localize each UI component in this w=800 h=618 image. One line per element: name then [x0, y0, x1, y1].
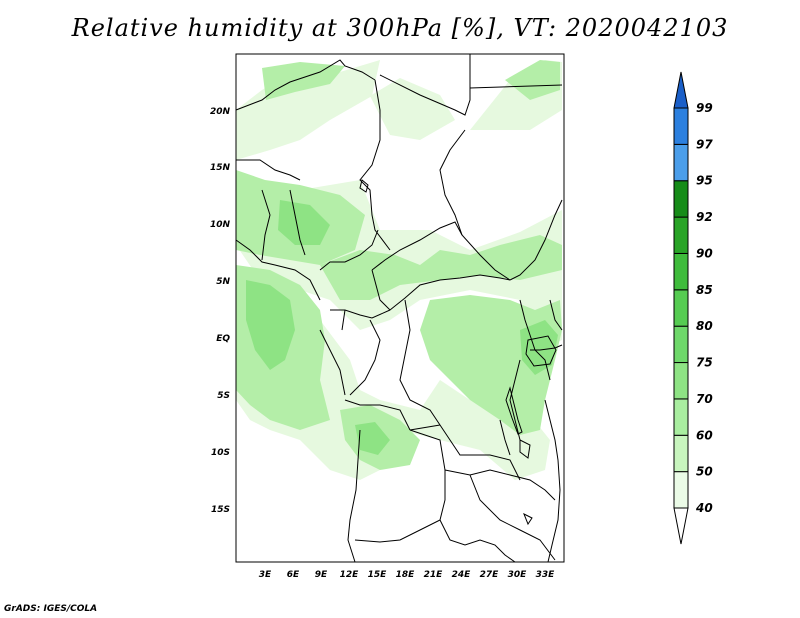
lat-label: 15N [210, 163, 231, 173]
colorbar-box [673, 434, 689, 473]
colorbar-box [673, 252, 689, 291]
colorbar-box [673, 289, 689, 327]
colorbar-box [673, 471, 689, 509]
lat-label: 20N [210, 107, 231, 117]
colorbar-box [673, 216, 689, 254]
lon-label: 9E [315, 570, 328, 580]
lat-label: 10S [211, 448, 230, 458]
colorbar-label: 75 [696, 356, 713, 370]
colorbar-label: 85 [696, 283, 713, 297]
colorbar-label: 70 [696, 392, 713, 406]
latitude-axis: 20N 15N 10N 5N EQ 5S 10S 15S [210, 107, 231, 515]
lat-label: 15S [211, 505, 230, 515]
lon-label: 27E [480, 570, 500, 580]
lat-label: 5N [216, 277, 230, 287]
map-title: Relative humidity at 300hPa [%], VT: 202… [71, 14, 729, 42]
lat-label: 10N [210, 220, 231, 230]
colorbar: 40 50 60 70 75 80 85 90 92 95 97 99 [673, 71, 713, 545]
colorbar-box [673, 325, 689, 364]
colorbar-box [673, 143, 689, 182]
colorbar-label: 90 [696, 246, 713, 260]
lon-label: 21E [424, 570, 444, 580]
colorbar-label: 50 [696, 465, 713, 479]
colorbar-label: 97 [696, 137, 713, 151]
lon-label: 24E [452, 570, 472, 580]
lon-label: 12E [340, 570, 360, 580]
map-frame [235, 53, 565, 563]
lon-label: 6E [287, 570, 300, 580]
country-borders [235, 54, 563, 563]
lon-label: 18E [396, 570, 416, 580]
colorbar-box [673, 362, 689, 400]
colorbar-box [673, 398, 689, 436]
colorbar-label: 99 [696, 101, 713, 115]
longitude-axis: 3E 6E 9E 12E 15E 18E 21E 24E 27E 30E 33E [259, 570, 555, 580]
humidity-strong-areas [246, 200, 558, 455]
colorbar-label: 60 [696, 428, 713, 442]
colorbar-box [673, 107, 689, 145]
colorbar-over-triangle [673, 71, 689, 109]
colorbar-label: 92 [696, 210, 713, 224]
map-panel [235, 53, 565, 563]
colorbar-under-triangle [673, 507, 689, 545]
lakes [359, 179, 557, 526]
lon-label: 33E [536, 570, 556, 580]
colorbar-label: 40 [695, 501, 713, 515]
credit-text: GrADS: IGES/COLA [4, 604, 98, 614]
colorbar-label: 95 [696, 174, 713, 188]
lat-label: EQ [216, 334, 230, 344]
lon-label: 15E [368, 570, 388, 580]
lon-label: 3E [259, 570, 272, 580]
lat-label: 5S [217, 391, 230, 401]
colorbar-box [673, 180, 689, 218]
colorbar-label: 80 [696, 319, 713, 333]
lon-label: 30E [508, 570, 528, 580]
